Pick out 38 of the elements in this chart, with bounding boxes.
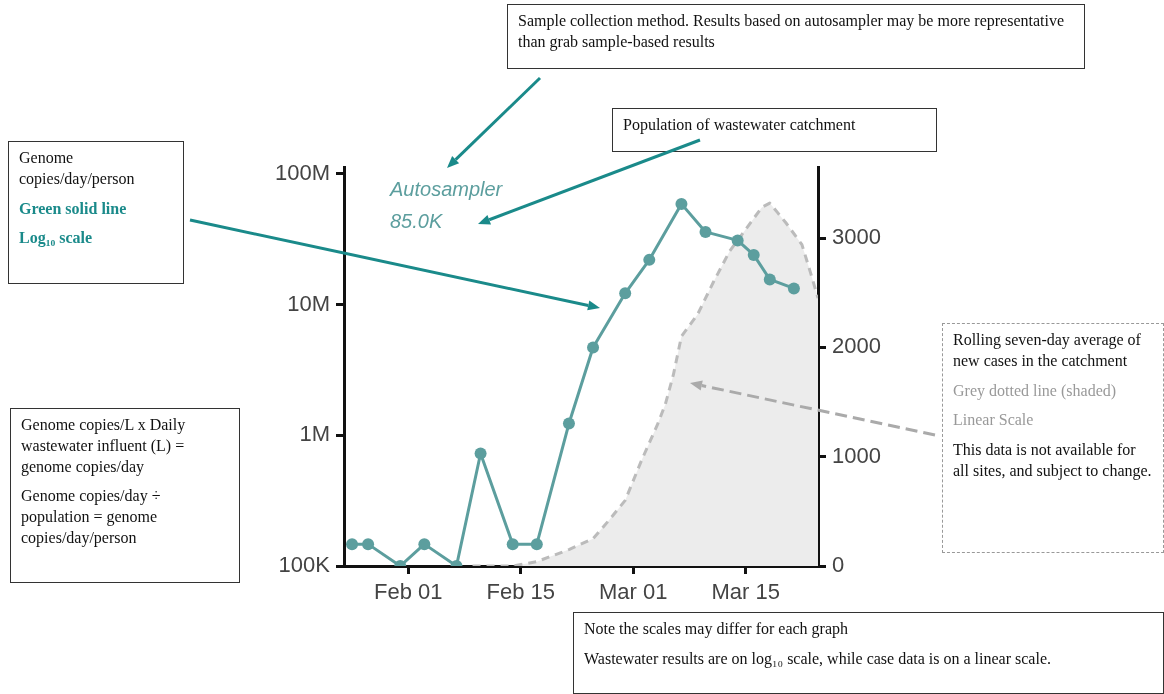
- y2-tick-label: 1000: [832, 442, 881, 468]
- y2-tick-label: 0: [832, 552, 845, 578]
- text: Wastewater results are on log₁₀ scale, while case data is on a linear scale.: [584, 648, 1052, 670]
- text: Rolling seven-day average of new cases in the catchment: [953, 330, 1142, 371]
- x-tick-label: Mar 15: [711, 579, 780, 605]
- point: [731, 234, 744, 247]
- x-tick-label: Feb 15: [486, 579, 555, 605]
- text: This data is not available for all sites, and subject to change.: [953, 440, 1153, 482]
- point: [418, 538, 431, 551]
- text: Population of wastewater catchment: [623, 115, 857, 136]
- point: [362, 538, 375, 551]
- point: [763, 273, 776, 286]
- point: [643, 253, 656, 266]
- text: Sample collection method. Results based on autosampler may be more representative than grab sample-based results: [518, 11, 1066, 53]
- annotation: Autosampler: [390, 178, 503, 201]
- y-tick-label: 100K: [278, 552, 331, 578]
- text: Linear Scale: [953, 410, 1035, 431]
- x-tick-label: Feb 01: [374, 579, 443, 605]
- text: Genome copies/day/person: [19, 148, 136, 190]
- y-tick-label: 1M: [299, 421, 330, 447]
- point: [474, 447, 487, 460]
- point: [747, 248, 760, 261]
- y-tick-label: 10M: [287, 290, 330, 316]
- point: [787, 282, 800, 295]
- point: [699, 225, 712, 238]
- y2-tick-label: 2000: [832, 333, 881, 359]
- y2-tick-label: 3000: [832, 224, 881, 250]
- text: Grey dotted line (shaded): [953, 380, 1118, 402]
- text: Log₁₀ scale: [19, 228, 94, 249]
- y-tick-label: 100M: [274, 160, 330, 185]
- text: Note the scales may differ for each graph: [584, 619, 850, 640]
- x-tick-label: Mar 01: [598, 579, 668, 605]
- point: [675, 197, 688, 210]
- text: Genome copies/L x Daily wastewater influent (L) = genome copies/day: [21, 415, 187, 478]
- point: [346, 538, 359, 551]
- text: Green solid line: [19, 198, 128, 219]
- annotation: 85.0K: [390, 210, 443, 233]
- text: Genome copies/day ÷ population = genome copies/day/person: [21, 486, 162, 549]
